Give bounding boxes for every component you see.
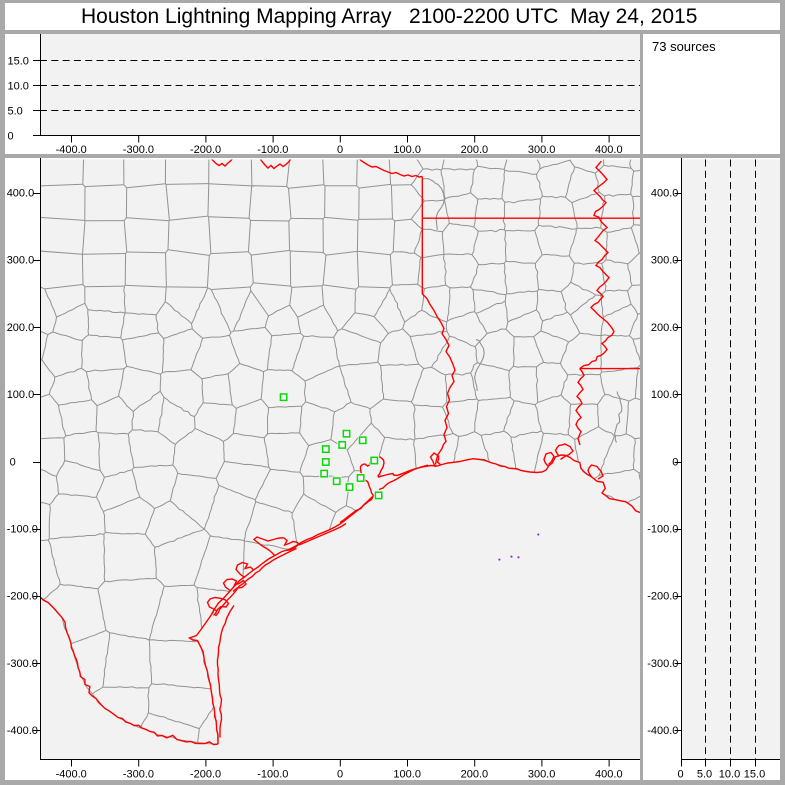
svg-text:-100.0: -100.0 [257, 144, 288, 154]
svg-text:5.0: 5.0 [8, 105, 23, 117]
svg-text:300.0: 300.0 [528, 769, 556, 781]
svg-text:-200.0: -200.0 [190, 769, 221, 781]
svg-text:300.0: 300.0 [528, 144, 556, 154]
svg-text:200.0: 200.0 [651, 322, 679, 334]
svg-text:100.0: 100.0 [651, 389, 679, 401]
svg-text:-300.0: -300.0 [123, 769, 154, 781]
svg-text:-400.0: -400.0 [56, 144, 87, 154]
svg-text:-400.0: -400.0 [56, 769, 87, 781]
svg-text:10.0: 10.0 [719, 769, 740, 781]
svg-text:-200.0: -200.0 [647, 591, 678, 603]
svg-text:-100.0: -100.0 [257, 769, 288, 781]
svg-text:400.0: 400.0 [595, 769, 623, 781]
svg-text:-400.0: -400.0 [7, 725, 38, 737]
svg-text:-200.0: -200.0 [190, 144, 221, 154]
svg-text:200.0: 200.0 [461, 144, 489, 154]
svg-text:-100.0: -100.0 [7, 524, 38, 536]
svg-text:100.0: 100.0 [393, 769, 421, 781]
svg-text:300.0: 300.0 [651, 255, 679, 267]
svg-text:15.0: 15.0 [8, 55, 29, 67]
svg-text:-400.0: -400.0 [647, 725, 678, 737]
svg-text:-100.0: -100.0 [647, 524, 678, 536]
svg-text:400.0: 400.0 [651, 188, 679, 200]
svg-text:0: 0 [10, 456, 16, 468]
svg-text:0: 0 [337, 144, 343, 154]
svg-text:15.0: 15.0 [744, 769, 765, 781]
svg-text:-300.0: -300.0 [7, 658, 38, 670]
svg-text:0: 0 [677, 769, 683, 781]
svg-text:0: 0 [337, 769, 343, 781]
svg-text:0: 0 [8, 130, 14, 142]
svg-text:5.0: 5.0 [697, 769, 712, 781]
svg-text:200.0: 200.0 [461, 769, 489, 781]
svg-text:400.0: 400.0 [595, 144, 623, 154]
svg-text:400.0: 400.0 [7, 188, 35, 200]
svg-text:10.0: 10.0 [8, 80, 29, 92]
svg-text:200.0: 200.0 [7, 322, 35, 334]
svg-text:-300.0: -300.0 [647, 658, 678, 670]
svg-text:0: 0 [672, 456, 678, 468]
svg-text:-300.0: -300.0 [123, 144, 154, 154]
svg-text:-200.0: -200.0 [7, 591, 38, 603]
svg-text:100.0: 100.0 [393, 144, 421, 154]
svg-text:300.0: 300.0 [7, 255, 35, 267]
svg-text:100.0: 100.0 [7, 389, 35, 401]
